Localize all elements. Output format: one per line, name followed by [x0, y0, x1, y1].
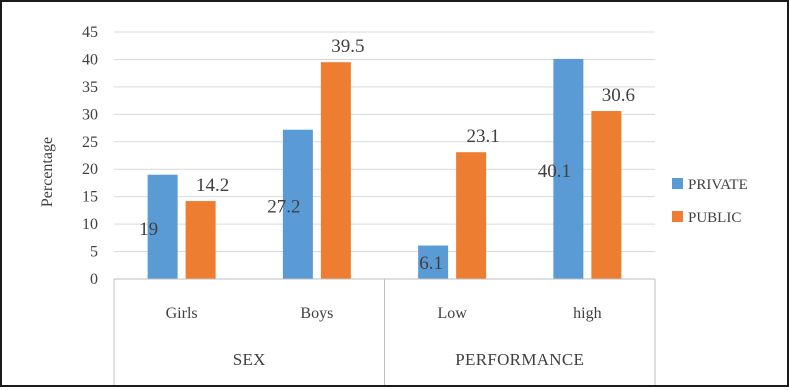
legend-label: PUBLIC	[688, 210, 741, 226]
x-tick-label: Boys	[300, 305, 333, 322]
x-tick-label: Girls	[166, 305, 198, 322]
data-label: 40.1	[538, 161, 571, 182]
data-label: 6.1	[419, 253, 443, 274]
y-axis-label: Percentage	[39, 137, 56, 207]
y-tick-label: 5	[90, 244, 98, 261]
y-tick-label: 30	[82, 106, 98, 123]
data-label: 23.1	[467, 126, 500, 147]
y-tick-label: 45	[82, 24, 98, 41]
bar	[591, 111, 622, 279]
bar	[418, 245, 449, 279]
bar	[185, 201, 216, 279]
y-tick-label: 20	[82, 161, 98, 178]
x-tick-label: Low	[437, 305, 467, 322]
y-tick-label: 0	[90, 271, 98, 288]
y-tick-label: 35	[82, 79, 98, 96]
bar	[553, 58, 584, 280]
y-tick-label: 25	[82, 134, 98, 151]
data-label: 19	[139, 219, 158, 240]
bar	[282, 129, 313, 279]
axes: 0 5 10 15 20 25 30 35 40 45 SEX PERFORMANCE Girls Boy…	[82, 24, 656, 385]
bar	[320, 62, 351, 279]
y-tick-label: 15	[82, 189, 98, 206]
y-tick-label: 10	[82, 216, 98, 233]
legend-label: PRIVATE	[688, 177, 748, 193]
group-label: PERFORMANCE	[455, 350, 584, 369]
y-tick-label: 40	[82, 51, 98, 68]
bars	[147, 58, 622, 280]
data-label: 14.2	[196, 175, 229, 196]
data-label: 39.5	[331, 36, 364, 57]
group-label: SEX	[233, 350, 266, 369]
data-label: 27.2	[267, 196, 300, 217]
x-tick-label: high	[573, 305, 601, 322]
bar	[147, 174, 178, 279]
data-labels: 19 14.2 27.2 39.5 6.1 23.1 40.1 30.6	[139, 36, 635, 274]
bar-chart: 19 14.2 27.2 39.5 6.1 23.1 40.1 30.6 0 5 10 15 20 25…	[39, 24, 748, 385]
legend: PRIVATE PUBLIC	[672, 177, 748, 226]
legend-swatch	[672, 211, 683, 222]
bar	[456, 152, 487, 279]
data-label: 30.6	[602, 85, 635, 106]
legend-swatch	[672, 178, 683, 189]
